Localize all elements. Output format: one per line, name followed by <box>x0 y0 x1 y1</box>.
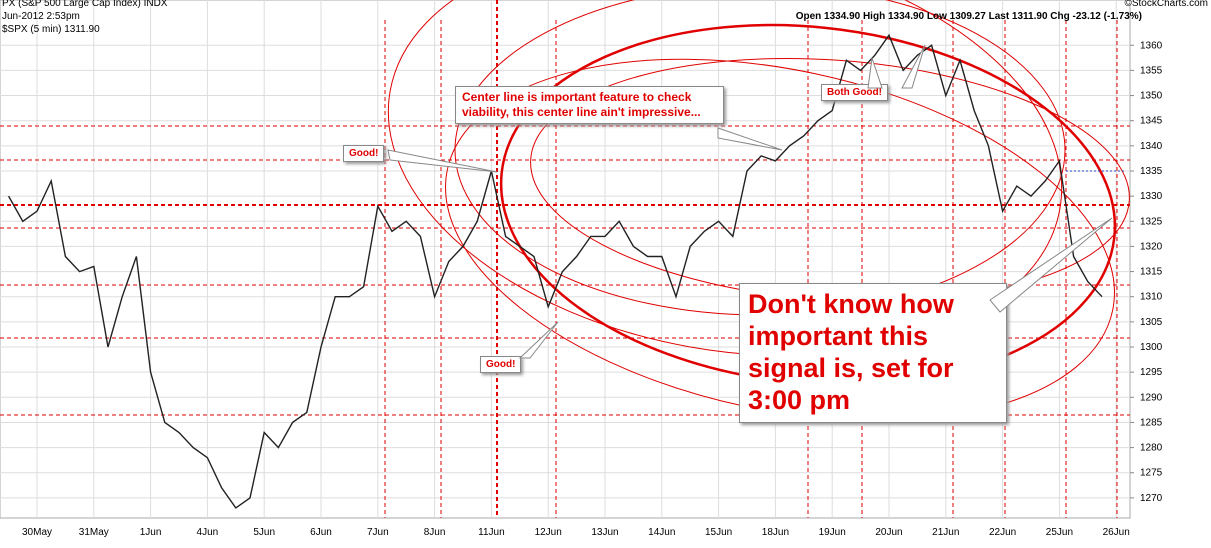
x-tick-label: 4Jun <box>197 527 219 538</box>
title: PX (S&P 500 Large Cap Index) INDX <box>2 0 168 9</box>
y-tick-label: 1335 <box>1140 166 1163 177</box>
y-tick-label: 1340 <box>1140 141 1163 152</box>
annotation: Both Good! <box>821 84 888 101</box>
y-tick-label: 1325 <box>1140 216 1163 227</box>
x-tick-label: 13Jun <box>591 527 618 538</box>
y-tick-label: 1315 <box>1140 267 1163 278</box>
y-tick-label: 1350 <box>1140 91 1163 102</box>
x-tick-label: 20Jun <box>875 527 902 538</box>
y-tick-label: 1360 <box>1140 40 1163 51</box>
y-tick-label: 1280 <box>1140 443 1163 454</box>
annotation: Good! <box>343 145 385 162</box>
y-tick-label: 1275 <box>1140 468 1163 479</box>
y-tick-label: 1320 <box>1140 241 1163 252</box>
y-tick-label: 1355 <box>1140 65 1163 76</box>
x-tick-label: 19Jun <box>819 527 846 538</box>
x-tick-label: 30May <box>22 527 52 538</box>
y-tick-label: 1270 <box>1140 493 1163 504</box>
y-tick-label: 1290 <box>1140 392 1163 403</box>
x-tick-label: 14Jun <box>648 527 675 538</box>
ellipse <box>387 0 1063 357</box>
quote: Open 1334.90 High 1334.90 Low 1309.27 La… <box>796 11 1142 22</box>
y-tick-label: 1310 <box>1140 292 1163 303</box>
y-tick-label: 1285 <box>1140 417 1163 428</box>
source: ©StockCharts.com <box>1124 0 1208 9</box>
x-tick-label: 11Jun <box>478 527 505 538</box>
annotation: Don't know how important this signal is,… <box>739 283 1007 423</box>
x-tick-label: 15Jun <box>705 527 732 538</box>
x-tick-label: 7Jun <box>367 527 389 538</box>
x-tick-label: 22Jun <box>989 527 1016 538</box>
x-tick-label: 25Jun <box>1046 527 1073 538</box>
y-tick-label: 1330 <box>1140 191 1163 202</box>
x-tick-label: 18Jun <box>762 527 789 538</box>
legend: $SPX (5 min) 1311.90 <box>2 24 100 35</box>
x-tick-label: 12Jun <box>535 527 562 538</box>
x-tick-label: 6Jun <box>310 527 332 538</box>
x-tick-label: 21Jun <box>932 527 959 538</box>
y-tick-label: 1345 <box>1140 116 1163 127</box>
date: Jun-2012 2:53pm <box>2 11 80 22</box>
x-tick-label: 1Jun <box>140 527 162 538</box>
annotation: Good! <box>480 356 522 373</box>
x-tick-label: 26Jun <box>1103 527 1130 538</box>
x-tick-label: 31May <box>79 527 109 538</box>
y-tick-label: 1300 <box>1140 342 1163 353</box>
x-tick-label: 5Jun <box>253 527 275 538</box>
annotation: Center line is important feature to chec… <box>455 86 724 124</box>
y-tick-label: 1295 <box>1140 367 1163 378</box>
y-tick-label: 1305 <box>1140 317 1163 328</box>
x-tick-label: 8Jun <box>424 527 446 538</box>
